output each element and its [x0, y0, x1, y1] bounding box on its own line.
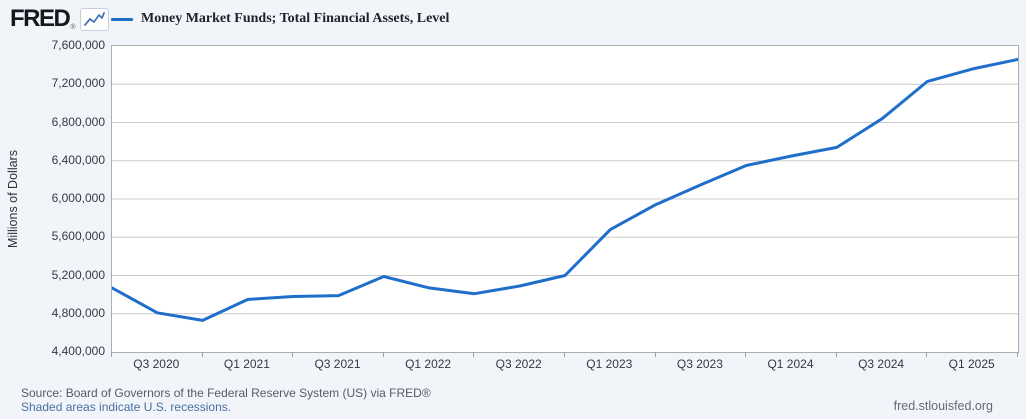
x-tick-mark	[383, 352, 384, 357]
chart-legend: Money Market Funds; Total Financial Asse…	[111, 4, 449, 34]
x-tick-mark	[745, 352, 746, 357]
x-tick-mark	[473, 352, 474, 357]
x-tick-mark	[926, 352, 927, 357]
y-tick-label: 6,000,000	[51, 191, 105, 205]
y-tick-label: 4,800,000	[51, 305, 105, 320]
x-tick-mark	[202, 352, 203, 357]
y-tick-label: 7,600,000	[51, 38, 105, 52]
x-tick-label: Q1 2024	[767, 357, 814, 371]
y-tick-label: 6,400,000	[51, 152, 105, 167]
x-tick-label: Q3 2020	[133, 357, 180, 371]
x-tick-mark	[655, 352, 656, 357]
series-line	[112, 57, 1018, 322]
registered-trademark-mark: ®	[70, 24, 76, 31]
fred-logo: FRED	[10, 5, 71, 32]
x-tick-label: Q1 2022	[405, 357, 452, 371]
y-tick-label: 7,200,000	[51, 76, 105, 91]
x-tick-mark	[292, 352, 293, 357]
x-tick-mark	[564, 352, 565, 357]
x-tick-mark	[836, 352, 837, 357]
x-tick-label: Q1 2023	[586, 357, 633, 371]
legend-line-swatch	[111, 17, 133, 21]
fred-sparkline-icon	[79, 7, 109, 31]
y-tick-label: 6,800,000	[51, 114, 105, 129]
x-tick-mark	[111, 352, 112, 357]
source-note: Source: Board of Governors of the Federa…	[21, 386, 431, 400]
header: FRED ®	[10, 4, 109, 34]
line-chart-canvas	[112, 57, 1018, 322]
recessions-note-link[interactable]: Shaded areas indicate U.S. recessions.	[21, 400, 232, 414]
y-axis-title: Millions of Dollars	[6, 150, 20, 248]
x-tick-label: Q3 2021	[314, 357, 361, 371]
x-tick-label: Q3 2023	[676, 357, 723, 371]
x-tick-label: Q3 2024	[858, 357, 905, 371]
legend-series-label: Money Market Funds; Total Financial Asse…	[141, 11, 450, 26]
y-tick-label: 5,600,000	[51, 229, 105, 244]
fred-site-link[interactable]: fred.stlouisfed.org	[893, 399, 993, 413]
y-tick-label: 4,400,000	[51, 344, 105, 358]
x-tick-label: Q3 2022	[495, 357, 542, 371]
plot-area[interactable]	[111, 45, 1019, 353]
x-tick-mark	[1017, 352, 1018, 357]
y-tick-label: 5,200,000	[51, 267, 105, 282]
x-tick-label: Q1 2021	[223, 357, 270, 371]
x-tick-label: Q1 2025	[948, 357, 995, 371]
